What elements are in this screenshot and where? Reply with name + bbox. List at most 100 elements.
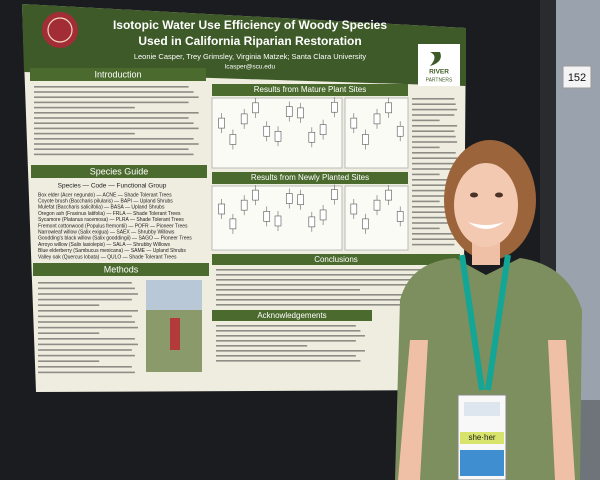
box xyxy=(385,102,392,114)
logo-icon xyxy=(430,52,441,66)
box xyxy=(252,189,259,201)
box xyxy=(331,189,338,200)
section-title: Results from Mature Plant Sites xyxy=(254,85,366,94)
arm xyxy=(548,340,575,480)
text-line xyxy=(412,162,455,165)
text-line xyxy=(38,354,135,357)
email: lcasper@scu.edu xyxy=(225,64,276,71)
box xyxy=(331,101,338,113)
text-line xyxy=(412,184,456,186)
text-line xyxy=(412,125,458,127)
text-line xyxy=(412,189,458,192)
text-line xyxy=(38,332,100,334)
text-line xyxy=(412,238,458,240)
box xyxy=(274,130,282,142)
university-seal xyxy=(42,12,78,48)
logo-text: PARTNERS xyxy=(426,77,453,83)
box xyxy=(218,117,225,129)
text-line xyxy=(412,130,455,132)
text-line xyxy=(216,284,437,286)
text-line xyxy=(412,206,458,208)
text-line xyxy=(216,289,360,291)
text-line xyxy=(412,243,455,246)
box xyxy=(308,131,316,143)
text-line xyxy=(412,119,440,122)
text-line xyxy=(412,211,455,213)
species-entry: Valley oak (Quercus lobata) — QULO — Sha… xyxy=(38,254,177,260)
species-entry: Coyote brush (Baccharis pilularis) — BAP… xyxy=(38,199,173,205)
section-header xyxy=(212,172,408,184)
text-line xyxy=(412,141,458,143)
section-header xyxy=(31,165,207,178)
section-title: Acknowledgements xyxy=(257,311,326,320)
seal-ring xyxy=(47,17,73,43)
section-title: Introduction xyxy=(94,69,141,79)
text-line xyxy=(216,325,356,327)
box xyxy=(385,189,392,201)
section-title: Methods xyxy=(104,264,139,274)
species-entry: Goodding's black willow (Salix gooddingi… xyxy=(38,236,192,242)
box xyxy=(362,134,369,145)
text-line xyxy=(216,269,437,271)
text-line xyxy=(38,371,135,374)
text-line xyxy=(38,310,138,312)
species-entry: Blue elderberry (Sambucus mexicana) — SA… xyxy=(38,248,186,254)
text-line xyxy=(216,279,452,281)
species-list: Box elder (Acer negundo) — ACNE — Shade … xyxy=(38,192,192,260)
text-line xyxy=(216,335,365,337)
text-line xyxy=(216,330,361,332)
text-line xyxy=(34,143,199,145)
box xyxy=(263,211,271,222)
section-header xyxy=(212,254,460,265)
species-entry: Arroyo willow (Salix lasiolepis) — SALA … xyxy=(38,242,170,248)
box xyxy=(297,194,304,206)
text-line xyxy=(412,222,458,224)
text-line xyxy=(216,360,361,362)
text-line xyxy=(34,117,189,119)
eye xyxy=(495,192,503,198)
text-line xyxy=(216,345,308,347)
section-title: Conclusions xyxy=(314,255,358,264)
text-line xyxy=(412,179,455,181)
lanyard xyxy=(485,254,511,391)
text-line xyxy=(216,304,444,306)
box xyxy=(218,203,225,215)
text-line xyxy=(412,114,455,116)
text-line xyxy=(216,350,365,352)
conclusions-text xyxy=(216,269,452,306)
boxplot-decoration xyxy=(218,97,404,234)
text-line xyxy=(216,340,356,342)
text-line xyxy=(412,98,455,100)
species-entry: Fremont cottonwood (Populus fremontii) —… xyxy=(38,223,188,229)
section-title: Results from Newly Planted Sites xyxy=(251,173,369,182)
text-line xyxy=(38,326,138,329)
text-line xyxy=(412,108,458,111)
logo-box xyxy=(418,44,460,86)
text-line xyxy=(412,146,440,149)
text-line xyxy=(34,91,194,93)
text-line xyxy=(34,86,189,88)
text-line xyxy=(216,355,356,357)
text-line xyxy=(412,152,456,154)
text-line xyxy=(38,304,100,306)
box xyxy=(319,209,327,221)
title-band xyxy=(22,4,466,86)
text-line xyxy=(38,338,135,340)
text-line xyxy=(38,343,138,346)
pronoun-band xyxy=(460,432,504,444)
species-entry: Oregon ash (Fraxinus latifolia) — FRLA —… xyxy=(38,211,181,217)
eye xyxy=(470,192,478,198)
box xyxy=(297,107,304,119)
text-line xyxy=(216,274,444,276)
text-line xyxy=(34,122,194,124)
box xyxy=(362,218,369,230)
board-number: 152 xyxy=(568,72,586,84)
text-line xyxy=(34,96,199,98)
badge-strip xyxy=(460,450,504,476)
acknowledgements-text xyxy=(216,325,365,362)
text-line xyxy=(412,233,456,235)
section-header xyxy=(212,310,372,321)
species-entry: Sycamore (Platanus racemosa) — PLRA — Sh… xyxy=(38,217,184,223)
text-line xyxy=(412,168,456,170)
box xyxy=(240,199,248,211)
